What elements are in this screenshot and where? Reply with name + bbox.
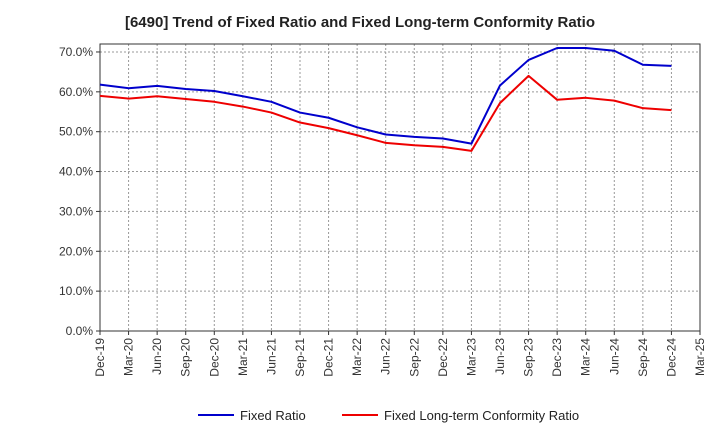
y-tick-label: 60.0% [59,85,93,99]
x-tick-label: Sep-21 [293,338,307,377]
x-tick-label: Dec-20 [207,338,221,377]
x-tick-label: Mar-20 [122,338,136,376]
x-tick-label: Jun-24 [607,338,621,375]
x-tick-label: Mar-24 [579,338,593,376]
y-tick-label: 0.0% [66,324,94,338]
y-tick-label: 20.0% [59,244,93,258]
x-tick-label: Sep-24 [636,338,650,377]
x-tick-label: Dec-19 [93,338,107,377]
y-tick-label: 50.0% [59,125,93,139]
plot-frame [99,43,701,332]
y-tick-label: 30.0% [59,204,93,218]
x-tick-label: Mar-21 [236,338,250,376]
x-tick-label: Mar-22 [350,338,364,376]
x-tick-label: Dec-21 [322,338,336,377]
x-tick-label: Jun-23 [493,338,507,375]
y-tick-label: 10.0% [59,284,93,298]
x-tick-label: Dec-23 [550,338,564,377]
x-tick-label: Jun-22 [379,338,393,375]
series-line-1 [99,46,672,145]
x-tick-label: Jun-20 [150,338,164,375]
x-tick-label: Jun-21 [264,338,278,375]
y-tick-label: 70.0% [59,45,93,59]
x-tick-label: Mar-25 [693,338,707,376]
x-tick-label: Sep-20 [179,338,193,377]
x-tick-label: Sep-23 [522,338,536,377]
grid [96,44,700,332]
chart-title: [6490] Trend of Fixed Ratio and Fixed Lo… [124,14,596,31]
legend-label-1: Fixed Ratio [240,408,306,423]
x-tick-label: Dec-22 [436,338,450,377]
x-tick-label: Dec-24 [664,338,678,377]
y-tick-label: 40.0% [59,165,93,179]
x-tick-label: Sep-22 [407,338,421,377]
x-tick-label: Mar-23 [464,338,478,376]
legend-label-2: Fixed Long-term Conformity Ratio [384,408,579,423]
series-line-2 [99,74,672,152]
legend: Fixed Ratio Fixed Long-term Conformity Ra… [198,408,579,423]
